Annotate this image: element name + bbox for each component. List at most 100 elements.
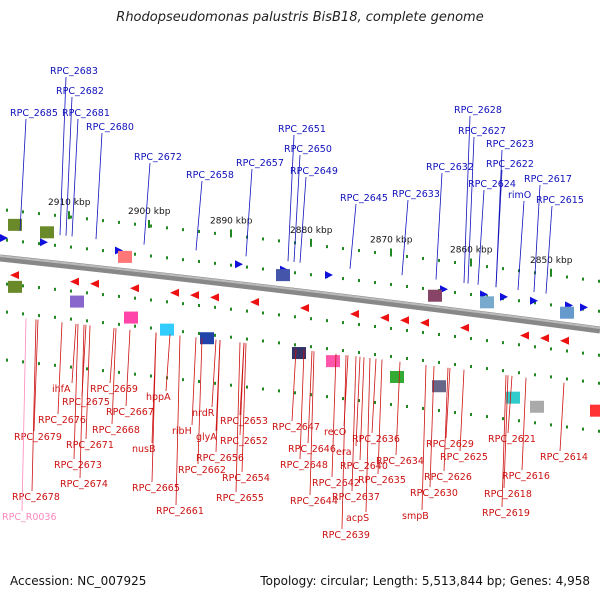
tick-dot bbox=[150, 224, 152, 228]
forward-gene-arrow bbox=[235, 260, 243, 269]
tick-dot bbox=[422, 256, 424, 260]
bottom-leader-line bbox=[71, 323, 77, 384]
tick-dot bbox=[550, 423, 552, 427]
tick-dot bbox=[406, 284, 408, 288]
tick-dot bbox=[598, 429, 600, 433]
tick-dot bbox=[326, 347, 328, 351]
tick-dot bbox=[534, 421, 536, 425]
tick-dot bbox=[358, 323, 360, 327]
bottom-gene-label: RPC_2647 bbox=[272, 422, 320, 433]
reverse-gene-arrow bbox=[70, 277, 79, 286]
tick-dot bbox=[6, 310, 8, 314]
tick-dot bbox=[70, 317, 72, 321]
tick-dot bbox=[118, 294, 120, 298]
top-gene-label: RPC_2657 bbox=[236, 158, 284, 169]
tick-dot bbox=[502, 341, 504, 345]
bottom-leader-line bbox=[215, 340, 221, 453]
accession-text: Accession: NC_007925 bbox=[10, 574, 147, 588]
bottom-gene-label: RPC_2629 bbox=[426, 439, 474, 450]
tick-dot bbox=[278, 389, 280, 393]
tick-dot bbox=[182, 302, 184, 306]
tick-dot bbox=[502, 417, 504, 421]
bottom-leader-line bbox=[443, 367, 449, 472]
bottom-gene-label: RPC_2630 bbox=[410, 488, 458, 499]
bottom-leader-line bbox=[21, 318, 27, 512]
bottom-leader-line bbox=[57, 322, 63, 415]
tick-dot bbox=[406, 356, 408, 360]
tick-dot bbox=[70, 245, 72, 249]
bottom-leader-line bbox=[377, 359, 383, 475]
top-leader-line bbox=[495, 169, 503, 288]
scale-label: 2850 kbp bbox=[530, 256, 573, 266]
bottom-gene-label: RPC_2626 bbox=[424, 472, 472, 483]
tick-dot bbox=[214, 261, 216, 265]
scale-label: 2860 kbp bbox=[450, 246, 493, 256]
top-gene-label: RPC_2624 bbox=[468, 179, 516, 190]
gene-features bbox=[0, 218, 600, 417]
bottom-leader-line bbox=[175, 335, 181, 506]
bottom-leader-line bbox=[165, 334, 171, 392]
tick-dot bbox=[54, 363, 56, 367]
tick-dot bbox=[150, 298, 152, 302]
bottom-gene-label: RPC_2634 bbox=[376, 456, 424, 467]
bottom-gene-label: RPC_2636 bbox=[352, 434, 400, 445]
tick-dot bbox=[566, 349, 568, 353]
bottom-leader-line bbox=[197, 337, 203, 465]
bottom-gene-label: nusB bbox=[132, 444, 156, 455]
gene-domain-box bbox=[326, 355, 340, 368]
tick-dot bbox=[22, 210, 24, 214]
tick-dot bbox=[486, 265, 488, 269]
forward-gene-arrow bbox=[530, 296, 538, 305]
top-gene-label: RPC_2658 bbox=[186, 170, 234, 181]
top-leader-line bbox=[143, 162, 151, 245]
bottom-gene-label: RPC_2640 bbox=[340, 461, 388, 472]
tick-dot bbox=[86, 217, 88, 221]
tick-dot bbox=[470, 293, 472, 297]
bottom-leader-line bbox=[33, 319, 39, 432]
tick-dot bbox=[326, 245, 328, 249]
tick-dot bbox=[6, 282, 8, 286]
tick-dot bbox=[598, 353, 600, 357]
tick-dot bbox=[214, 333, 216, 337]
tick-dot bbox=[454, 335, 456, 339]
reverse-gene-arrow bbox=[130, 284, 139, 293]
tick-dot bbox=[326, 319, 328, 323]
tick-dot bbox=[470, 365, 472, 369]
top-gene-label: RPC_2649 bbox=[290, 166, 338, 177]
scale-tick bbox=[230, 229, 232, 238]
bottom-gene-label: RPC_2679 bbox=[14, 432, 62, 443]
tick-dot bbox=[86, 291, 88, 295]
tick-dot bbox=[342, 349, 344, 353]
tick-dot bbox=[310, 317, 312, 321]
gene-domain-box bbox=[432, 380, 446, 393]
top-leader-line bbox=[435, 172, 443, 280]
reverse-gene-arrow bbox=[540, 334, 549, 343]
bottom-leader-line bbox=[307, 350, 313, 444]
top-gene-label: RPC_2627 bbox=[458, 126, 506, 137]
bottom-leader-line bbox=[31, 319, 37, 492]
forward-gene-arrow bbox=[40, 238, 48, 247]
tick-dot bbox=[598, 279, 600, 283]
tick-dot bbox=[278, 341, 280, 345]
tick-dot bbox=[390, 282, 392, 286]
tick-dot bbox=[406, 328, 408, 332]
tick-dot bbox=[358, 279, 360, 283]
tick-dot bbox=[102, 293, 104, 297]
tick-dot bbox=[550, 375, 552, 379]
tick-dot bbox=[54, 213, 56, 217]
tick-dot bbox=[70, 215, 72, 219]
tick-dot bbox=[230, 383, 232, 387]
bottom-gene-label: hppA bbox=[146, 392, 171, 403]
tick-dot bbox=[422, 358, 424, 362]
bottom-leader-line bbox=[459, 369, 465, 452]
bottom-leader-line bbox=[365, 358, 371, 513]
bottom-gene-label: RPC_2639 bbox=[322, 530, 370, 541]
bottom-gene-label: RPC_2646 bbox=[288, 444, 336, 455]
reverse-gene-arrow bbox=[560, 336, 569, 345]
reverse-gene-arrow bbox=[210, 293, 219, 302]
bottom-gene-label: RPC_2656 bbox=[196, 453, 244, 464]
tick-dot bbox=[214, 381, 216, 385]
tick-dot bbox=[54, 315, 56, 319]
reverse-gene-arrow bbox=[170, 288, 179, 297]
